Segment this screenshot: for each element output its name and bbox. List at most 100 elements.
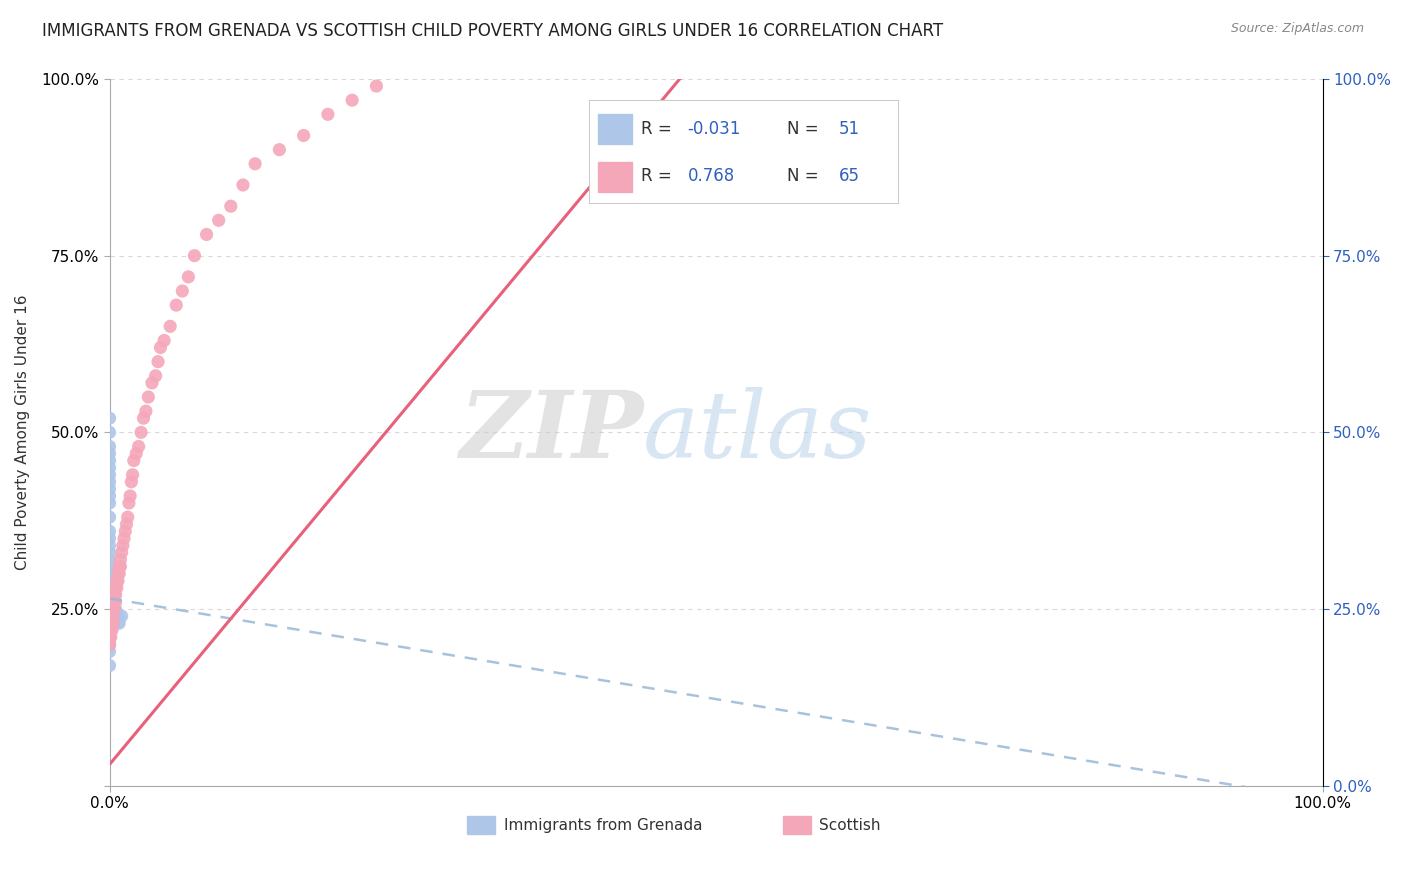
Point (101, 602, 124, 616)
Point (107, 574, 129, 588)
Point (98, 637, 121, 651)
Point (103, 588, 125, 602)
Point (98, 545, 121, 559)
Point (101, 624, 124, 638)
Point (98, 581, 121, 595)
Text: Source: ZipAtlas.com: Source: ZipAtlas.com (1230, 22, 1364, 36)
Point (112, 532, 135, 546)
Point (340, 93, 363, 107)
Point (101, 616, 124, 631)
Point (110, 552, 132, 566)
Point (100, 630, 122, 644)
Point (101, 609, 124, 624)
Point (105, 616, 128, 631)
Point (135, 404, 157, 418)
Bar (783, 816, 811, 834)
Point (100, 624, 122, 638)
Point (111, 609, 134, 624)
Point (195, 227, 218, 242)
Point (103, 595, 125, 609)
Point (98, 624, 121, 638)
Point (98, 566, 121, 581)
Point (98, 644, 121, 658)
Point (98, 616, 121, 631)
Point (104, 581, 127, 595)
Point (104, 616, 127, 631)
Point (98, 532, 121, 546)
Point (121, 467, 143, 482)
Point (111, 538, 134, 552)
Point (104, 595, 127, 609)
Point (98, 624, 121, 638)
Text: Scottish: Scottish (820, 818, 880, 833)
Point (122, 453, 145, 467)
Point (98, 440, 121, 454)
Point (125, 446, 148, 460)
Point (98, 489, 121, 503)
Point (138, 390, 160, 404)
Point (98, 602, 121, 616)
Point (104, 602, 127, 616)
Point (98, 496, 121, 510)
Point (219, 199, 242, 213)
Point (105, 574, 128, 588)
Point (98, 566, 121, 581)
Point (316, 107, 339, 121)
Point (114, 524, 136, 539)
Point (98, 637, 121, 651)
Text: IMMIGRANTS FROM GRENADA VS SCOTTISH CHILD POVERTY AMONG GIRLS UNDER 16 CORRELATI: IMMIGRANTS FROM GRENADA VS SCOTTISH CHIL… (42, 22, 943, 40)
Point (183, 249, 205, 263)
Point (98, 559, 121, 574)
Point (98, 595, 121, 609)
Point (177, 269, 200, 284)
Point (98, 630, 121, 644)
Point (98, 609, 121, 624)
Point (98, 581, 121, 595)
Point (98, 538, 121, 552)
Point (132, 411, 155, 425)
Point (98, 467, 121, 482)
Point (107, 566, 129, 581)
Point (98, 453, 121, 467)
Point (120, 475, 142, 489)
Point (101, 602, 124, 616)
Text: atlas: atlas (644, 387, 873, 477)
Point (98, 425, 121, 440)
Point (98, 524, 121, 539)
Point (98, 574, 121, 588)
Point (101, 609, 124, 624)
Point (118, 496, 141, 510)
Point (103, 602, 125, 616)
Point (111, 545, 134, 559)
Point (129, 425, 152, 440)
Point (98, 595, 121, 609)
Point (208, 213, 231, 227)
Point (146, 354, 169, 368)
Point (269, 143, 291, 157)
Point (98, 616, 121, 631)
Point (98, 574, 121, 588)
Point (153, 334, 176, 348)
Point (145, 368, 167, 383)
Point (98, 510, 121, 524)
Point (100, 609, 122, 624)
Point (103, 609, 125, 624)
Point (115, 517, 138, 532)
Text: Immigrants from Grenada: Immigrants from Grenada (503, 818, 702, 833)
Point (105, 581, 128, 595)
Point (98, 630, 121, 644)
Point (101, 609, 124, 624)
Point (98, 602, 121, 616)
Point (128, 440, 150, 454)
Point (232, 178, 254, 192)
Point (98, 475, 121, 489)
Point (98, 637, 121, 651)
Point (117, 510, 139, 524)
Point (104, 588, 127, 602)
Point (149, 341, 172, 355)
Point (98, 624, 121, 638)
Point (243, 157, 266, 171)
Point (165, 298, 187, 312)
Bar (467, 816, 495, 834)
Point (98, 411, 121, 425)
